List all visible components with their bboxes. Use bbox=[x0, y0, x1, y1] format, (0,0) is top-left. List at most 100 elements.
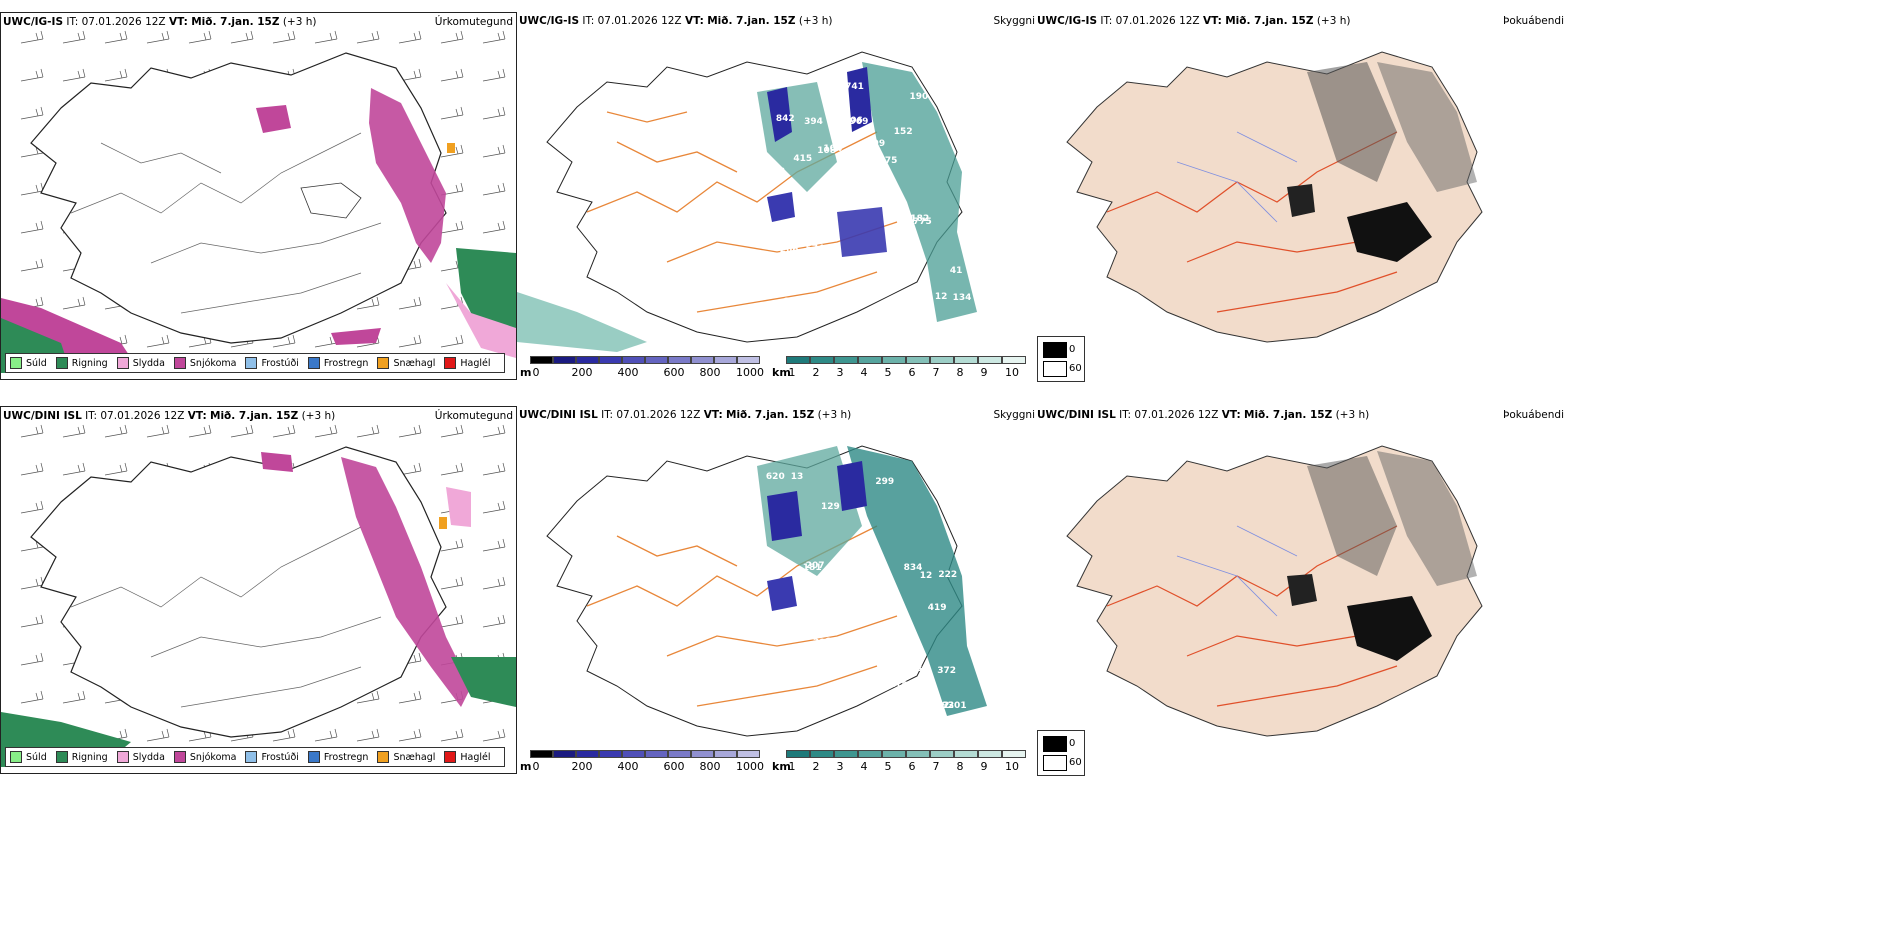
panel-title: UWC/IG-IS IT: 07.01.2026 12Z VT: Mið. 7.… bbox=[3, 16, 317, 28]
colorbar-tick: 800 bbox=[699, 366, 721, 379]
legend-swatch bbox=[444, 357, 457, 369]
panel-title: UWC/DINI ISL IT: 07.01.2026 12Z VT: Mið.… bbox=[519, 409, 852, 421]
colorbar-unit: m bbox=[520, 366, 532, 379]
legend-item: Slydda bbox=[116, 357, 165, 369]
legend-item: Súld bbox=[10, 357, 47, 369]
legend-item: Frostúði bbox=[245, 751, 299, 763]
ceiling-colorbar: m 0 200 400 600 800 1000 bbox=[520, 356, 770, 379]
legend-swatch bbox=[245, 751, 258, 763]
snow-band bbox=[369, 88, 446, 263]
precip-panel-top: UWC/IG-IS IT: 07.01.2026 12Z VT: Mið. 7.… bbox=[0, 12, 517, 380]
legend-swatch bbox=[444, 751, 457, 763]
panel-name: Úrkomutegund bbox=[434, 16, 513, 28]
fog-legend: 0 60 bbox=[1037, 336, 1085, 382]
legend-swatch bbox=[55, 751, 68, 763]
legend-item: Frostregn bbox=[307, 357, 368, 369]
legend-swatch bbox=[245, 357, 258, 369]
colorbar-unit: km bbox=[772, 366, 791, 379]
colorbar-tick: 10 bbox=[1005, 760, 1019, 773]
panel-title: UWC/DINI ISL IT: 07.01.2026 12Z VT: Mið.… bbox=[1037, 409, 1370, 421]
roads bbox=[70, 132, 382, 314]
colorbar-tick: 0 bbox=[532, 760, 540, 773]
legend-item: Snæhagl bbox=[377, 751, 435, 763]
colorbar-tick: 3 bbox=[836, 366, 844, 379]
legend-item: Snæhagl bbox=[377, 357, 435, 369]
precip-map bbox=[1, 30, 516, 373]
colorbar-tick: 400 bbox=[617, 366, 639, 379]
precip-map bbox=[1, 424, 516, 767]
colorbar-tick: 200 bbox=[571, 366, 593, 379]
legend-swatch bbox=[10, 357, 22, 369]
legend-item: Súld bbox=[10, 751, 47, 763]
colorbar-tick: 1 bbox=[788, 760, 796, 773]
colorbar-unit: km bbox=[772, 760, 791, 773]
colorbar-tick: 2 bbox=[812, 760, 820, 773]
colorbar-tick: 3 bbox=[836, 760, 844, 773]
colorbar-tick: 2 bbox=[812, 366, 820, 379]
colorbar-tick: 1 bbox=[788, 366, 796, 379]
panel-name: Þokuábendi bbox=[1503, 15, 1564, 27]
panel-title: UWC/DINI ISL IT: 07.01.2026 12Z VT: Mið.… bbox=[3, 410, 336, 422]
legend-item: Haglél bbox=[444, 357, 491, 369]
precip-legend: Súld Rigning Slydda Snjókoma Frostúði Fr… bbox=[5, 353, 505, 373]
iceland-outline bbox=[30, 52, 447, 344]
legend-item: Frostúði bbox=[245, 357, 299, 369]
colorbar-tick: 9 bbox=[980, 366, 988, 379]
legend-swatch bbox=[307, 751, 320, 763]
legend-swatch bbox=[377, 751, 390, 763]
legend-swatch bbox=[377, 357, 390, 369]
panel-name: Þokuábendi bbox=[1503, 409, 1564, 421]
panel-title: UWC/IG-IS IT: 07.01.2026 12Z VT: Mið. 7.… bbox=[1037, 15, 1351, 27]
panel-name: Skyggni bbox=[993, 15, 1036, 27]
glacier bbox=[300, 182, 362, 219]
ceiling-colorbar: m 0 200 400 600 800 1000 bbox=[520, 750, 770, 773]
legend-swatch bbox=[116, 751, 129, 763]
precip-legend: Súld Rigning Slydda Snjókoma Frostúði Fr… bbox=[5, 747, 505, 767]
visibility-colorbar: km 1 2 3 4 5 6 7 8 9 10 bbox=[772, 750, 1032, 773]
colorbar-tick: 600 bbox=[663, 760, 685, 773]
colorbar-tick: 400 bbox=[617, 760, 639, 773]
legend-swatch bbox=[173, 751, 186, 763]
colorbar-tick: 1000 bbox=[736, 760, 764, 773]
legend-swatch bbox=[307, 357, 320, 369]
legend-item: Rigning bbox=[55, 357, 108, 369]
legend-item: Frostregn bbox=[307, 751, 368, 763]
panel-title: UWC/IG-IS IT: 07.01.2026 12Z VT: Mið. 7.… bbox=[519, 15, 833, 27]
colorbar-tick: 6 bbox=[908, 760, 916, 773]
fog-panel-top: UWC/IG-IS IT: 07.01.2026 12Z VT: Mið. 7.… bbox=[1037, 12, 1564, 380]
colorbar-tick: 5 bbox=[884, 366, 892, 379]
colorbar-tick: 8 bbox=[956, 760, 964, 773]
fog-map bbox=[1066, 51, 1483, 343]
fog-legend: 0 60 bbox=[1037, 730, 1085, 776]
colorbar-tick: 4 bbox=[860, 760, 868, 773]
colorbar-tick: 7 bbox=[932, 366, 940, 379]
legend-item: Haglél bbox=[444, 751, 491, 763]
visibility-panel-bottom: UWC/DINI ISL IT: 07.01.2026 12Z VT: Mið.… bbox=[517, 406, 1085, 776]
colorbar-tick: 5 bbox=[884, 760, 892, 773]
legend-item: Snjókoma bbox=[173, 357, 236, 369]
legend-swatch bbox=[55, 357, 68, 369]
panel-name: Úrkomutegund bbox=[434, 410, 513, 422]
legend-swatch bbox=[10, 751, 22, 763]
legend-swatch bbox=[173, 357, 186, 369]
legend-item: Rigning bbox=[55, 751, 108, 763]
colorbar-tick: 0 bbox=[532, 366, 540, 379]
colorbar-tick: 1000 bbox=[736, 366, 764, 379]
legend-item: Snjókoma bbox=[173, 751, 236, 763]
colorbar-tick: 6 bbox=[908, 366, 916, 379]
colorbar-tick: 7 bbox=[932, 760, 940, 773]
colorbar-tick: 9 bbox=[980, 760, 988, 773]
precip-panel-bottom: UWC/DINI ISL IT: 07.01.2026 12Z VT: Mið.… bbox=[0, 406, 517, 774]
visibility-colorbar: km 1 2 3 4 5 6 7 8 9 10 bbox=[772, 356, 1032, 379]
colorbar-tick: 10 bbox=[1005, 366, 1019, 379]
colorbar-unit: m bbox=[520, 760, 532, 773]
visibility-panel-top: UWC/IG-IS IT: 07.01.2026 12Z VT: Mið. 7.… bbox=[517, 12, 1085, 382]
colorbar-tick: 200 bbox=[571, 760, 593, 773]
fog-map bbox=[1066, 445, 1483, 737]
colorbar-tick: 8 bbox=[956, 366, 964, 379]
colorbar-tick: 4 bbox=[860, 366, 868, 379]
visibility-map bbox=[517, 51, 977, 352]
legend-item: Slydda bbox=[116, 751, 165, 763]
fog-panel-bottom: UWC/DINI ISL IT: 07.01.2026 12Z VT: Mið.… bbox=[1037, 406, 1564, 774]
legend-swatch bbox=[116, 357, 129, 369]
